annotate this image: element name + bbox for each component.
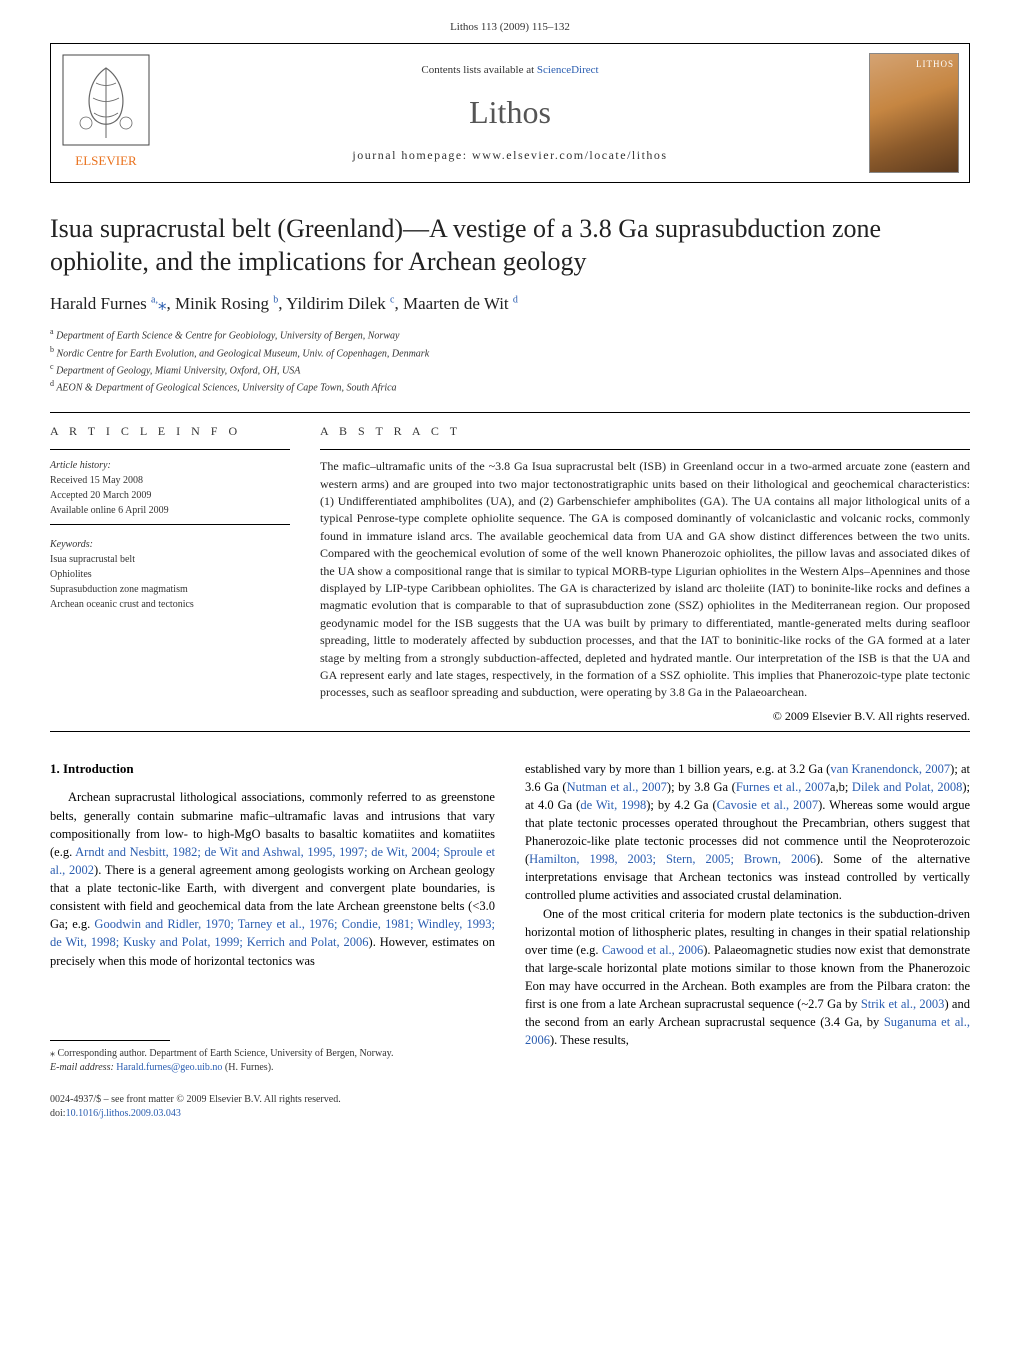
- article-title: Isua supracrustal belt (Greenland)—A ves…: [50, 213, 970, 278]
- paragraph: One of the most critical criteria for mo…: [525, 905, 970, 1050]
- history-line: Accepted 20 March 2009: [50, 488, 290, 503]
- affiliations: a Department of Earth Science & Centre f…: [50, 326, 970, 395]
- citation-link[interactable]: Nutman et al., 2007: [567, 780, 667, 794]
- text-run: established vary by more than 1 billion …: [525, 762, 830, 776]
- affiliation-line: b Nordic Centre for Earth Evolution, and…: [50, 344, 970, 361]
- corresponding-author-footnote: ⁎ Corresponding author. Department of Ea…: [50, 1047, 495, 1075]
- footnote-rule: [50, 1040, 170, 1041]
- keyword: Archean oceanic crust and tectonics: [50, 597, 290, 612]
- journal-cover: LITHOS: [859, 44, 969, 182]
- cover-label: LITHOS: [916, 58, 954, 71]
- citation-link[interactable]: Furnes et al., 2007: [736, 780, 830, 794]
- journal-name: Lithos: [469, 90, 551, 135]
- affiliation-line: c Department of Geology, Miami Universit…: [50, 361, 970, 378]
- article-info-column: A R T I C L E I N F O Article history: R…: [50, 423, 290, 725]
- abstract-head: A B S T R A C T: [320, 423, 970, 440]
- publisher-logo: ELSEVIER: [51, 44, 161, 182]
- cover-image: LITHOS: [869, 53, 959, 173]
- citation-link[interactable]: van Kranendonck, 2007: [830, 762, 950, 776]
- email-label: E-mail address:: [50, 1062, 116, 1073]
- footnote-text: Corresponding author. Department of Eart…: [55, 1048, 394, 1059]
- contents-line: Contents lists available at ScienceDirec…: [421, 63, 598, 78]
- page-footer: 0024-4937/$ – see front matter © 2009 El…: [50, 1093, 495, 1121]
- rule-top: [50, 412, 970, 413]
- journal-center: Contents lists available at ScienceDirec…: [161, 44, 859, 182]
- publisher-name: ELSEVIER: [75, 153, 137, 168]
- keyword: Suprasubduction zone magmatism: [50, 582, 290, 597]
- keywords: Keywords: Isua supracrustal belt Ophioli…: [50, 537, 290, 612]
- text-run: a,b;: [830, 780, 852, 794]
- history-label: Article history:: [50, 458, 290, 473]
- article-info-head: A R T I C L E I N F O: [50, 423, 290, 440]
- doi-label: doi:: [50, 1108, 66, 1119]
- sciencedirect-link[interactable]: ScienceDirect: [537, 64, 599, 76]
- citation-link[interactable]: Dilek and Polat, 2008: [852, 780, 962, 794]
- keyword: Ophiolites: [50, 567, 290, 582]
- citation-link[interactable]: Strik et al., 2003: [861, 997, 945, 1011]
- abstract-text: The mafic–ultramafic units of the ~3.8 G…: [320, 458, 970, 701]
- keywords-label: Keywords:: [50, 537, 290, 552]
- citation-link[interactable]: Cawood et al., 2006: [602, 943, 703, 957]
- keyword: Isua supracrustal belt: [50, 552, 290, 567]
- citation-link[interactable]: Hamilton, 1998, 2003; Stern, 2005; Brown…: [529, 852, 816, 866]
- doi-link[interactable]: 10.1016/j.lithos.2009.03.043: [66, 1108, 181, 1119]
- text-run: ). These results,: [550, 1033, 629, 1047]
- email-link[interactable]: Harald.furnes@geo.uib.no: [116, 1062, 222, 1073]
- text-run: ); by 3.8 Ga (: [667, 780, 736, 794]
- affiliation-line: d AEON & Department of Geological Scienc…: [50, 378, 970, 395]
- running-head: Lithos 113 (2009) 115–132: [50, 20, 970, 35]
- copyright: © 2009 Elsevier B.V. All rights reserved…: [320, 708, 970, 725]
- abstract-column: A B S T R A C T The mafic–ultramafic uni…: [320, 423, 970, 725]
- affiliation-line: a Department of Earth Science & Centre f…: [50, 326, 970, 343]
- text-run: ); by 4.2 Ga (: [646, 798, 716, 812]
- body-col-left: 1. Introduction Archean supracrustal lit…: [50, 760, 495, 1121]
- paragraph: established vary by more than 1 billion …: [525, 760, 970, 905]
- rule-bottom: [50, 731, 970, 732]
- email-suffix: (H. Furnes).: [222, 1062, 273, 1073]
- section-head-intro: 1. Introduction: [50, 760, 495, 779]
- journal-homepage: journal homepage: www.elsevier.com/locat…: [352, 147, 667, 164]
- issn-line: 0024-4937/$ – see front matter © 2009 El…: [50, 1093, 495, 1107]
- body-col-right: established vary by more than 1 billion …: [525, 760, 970, 1121]
- citation-link[interactable]: Cavosie et al., 2007: [717, 798, 819, 812]
- authors: Harald Furnes a,⁎, Minik Rosing b, Yildi…: [50, 292, 970, 316]
- history-line: Received 15 May 2008: [50, 473, 290, 488]
- paragraph: Archean supracrustal lithological associ…: [50, 788, 495, 969]
- citation-link[interactable]: de Wit, 1998: [580, 798, 646, 812]
- history-line: Available online 6 April 2009: [50, 503, 290, 518]
- body-columns: 1. Introduction Archean supracrustal lit…: [50, 760, 970, 1121]
- contents-prefix: Contents lists available at: [421, 64, 536, 76]
- journal-banner: ELSEVIER Contents lists available at Sci…: [50, 43, 970, 183]
- article-history: Article history: Received 15 May 2008 Ac…: [50, 458, 290, 518]
